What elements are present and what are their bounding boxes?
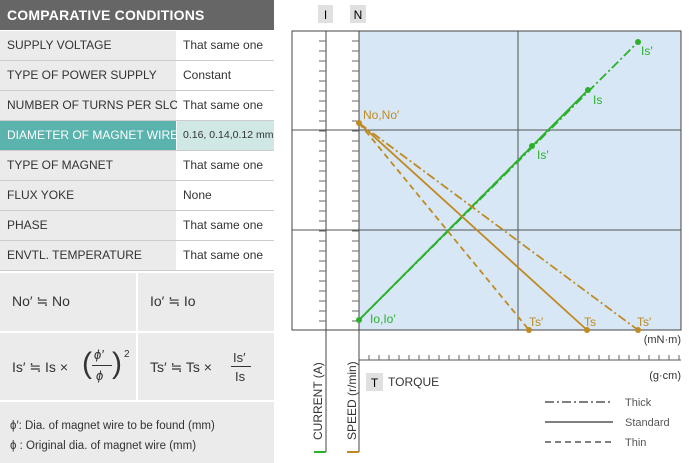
plot-area xyxy=(359,31,681,330)
condition-value: None xyxy=(177,181,274,210)
condition-label: TYPE OF MAGNET xyxy=(0,151,176,180)
legend-thick: Thick xyxy=(625,397,652,409)
condition-label: TYPE OF POWER SUPPLY xyxy=(0,61,176,90)
condition-label: FLUX YOKE xyxy=(0,181,176,210)
label-ts-standard: Ts xyxy=(584,315,596,329)
gcm-axis-ticks xyxy=(368,355,680,360)
note-phi: ϕ : Original dia. of magnet wire (mm) xyxy=(10,440,197,452)
formula-io: Io′ ≒ Io xyxy=(138,273,274,331)
badge-i-box xyxy=(318,5,333,23)
legend-thin: Thin xyxy=(625,437,646,449)
condition-value: That same one xyxy=(177,241,274,270)
formula-ts: Ts′ ≒ Ts × Is′ Is xyxy=(138,333,274,400)
row-separator xyxy=(0,120,274,121)
label-is-thin: Is′ xyxy=(537,148,549,162)
condition-row: FLUX YOKE None xyxy=(0,181,274,210)
label-io: Io,Io′ xyxy=(370,312,396,326)
label-is-thick: Is′ xyxy=(641,44,653,58)
formula-is-den: Is xyxy=(235,369,246,384)
formula-is: Is′ ≒ Is × ( ϕ′ ϕ ) 2 xyxy=(0,333,136,400)
badge-n-box xyxy=(350,5,366,23)
row-separator xyxy=(0,150,274,151)
condition-label: SUPPLY VOLTAGE xyxy=(0,31,176,60)
unit-mnm: (mN·m) xyxy=(644,334,681,346)
condition-label: ENVTL. TEMPERATURE xyxy=(0,241,176,270)
row-separator xyxy=(0,90,274,91)
formula-is-lhs: Is′ ≒ Is × xyxy=(12,359,68,375)
notes: ϕ′: Dia. of magnet wire to be found (mm)… xyxy=(0,402,274,463)
speed-line-thick xyxy=(358,122,639,331)
condition-value: Constant xyxy=(177,61,274,90)
condition-row: NUMBER OF TURNS PER SLOT That same one xyxy=(0,91,274,120)
motor-characteristics-diagram: I N No,No′ Io,Io′ Is′ Is Is′ Ts′ Ts Ts′ … xyxy=(291,5,682,453)
torque-label: TORQUE xyxy=(388,375,439,389)
formula-io-text: Io′ ≒ Io xyxy=(150,293,196,309)
speed-line-standard xyxy=(358,122,588,331)
label-is-standard: Is xyxy=(593,93,602,107)
no-point xyxy=(356,120,362,126)
badge-t-box xyxy=(366,373,383,391)
is-standard-point xyxy=(585,87,591,93)
condition-row: DIAMETER OF MAGNET WIRE 0.16, 0.14,0.12 m… xyxy=(0,121,274,150)
formula-no-text: No′ ≒ No xyxy=(12,293,70,309)
condition-value: That same one xyxy=(177,91,274,120)
condition-row: SUPPLY VOLTAGE That same one xyxy=(0,31,274,60)
conditions-title: COMPARATIVE CONDITIONS xyxy=(0,0,274,30)
speed-line-thin xyxy=(358,122,530,331)
note-phi-prime: ϕ′: Dia. of magnet wire to be found (mm) xyxy=(10,420,215,432)
label-ts-thick: Ts′ xyxy=(637,315,652,329)
formula-no: No′ ≒ No xyxy=(0,273,136,331)
condition-label: PHASE xyxy=(0,211,176,240)
formula-ts-lhs: Ts′ ≒ Ts × xyxy=(150,359,212,375)
ts-thin-point xyxy=(526,327,532,333)
condition-row: PHASE That same one xyxy=(0,211,274,240)
condition-row: TYPE OF POWER SUPPLY Constant xyxy=(0,61,274,90)
formula-is-num: Is′ xyxy=(233,350,246,365)
condition-row: TYPE OF MAGNET That same one xyxy=(0,151,274,180)
formula-ts-fraction-bar xyxy=(231,366,251,367)
current-line-thick xyxy=(358,41,639,321)
formula-exponent: 2 xyxy=(124,349,130,360)
plot-frame xyxy=(291,30,682,331)
condition-row: ENVTL. TEMPERATURE That same one xyxy=(0,241,274,270)
current-line-thin xyxy=(358,145,533,321)
formula-phi-num: ϕ′ xyxy=(94,347,104,362)
current-axis-title: CURRENT (A) xyxy=(311,362,325,440)
row-separator xyxy=(0,270,274,271)
label-ts-thin: Ts′ xyxy=(529,315,544,329)
io-point xyxy=(356,317,362,323)
comparative-conditions-panel: COMPARATIVE CONDITIONS SUPPLY VOLTAGE Tha… xyxy=(0,0,274,463)
condition-value: That same one xyxy=(177,211,274,240)
is-thin-point xyxy=(529,143,535,149)
formula-is-paren-right: ) xyxy=(112,347,122,380)
unit-gcm: (g·cm) xyxy=(649,370,681,382)
formula-phi-den: ϕ xyxy=(96,368,104,383)
row-separator xyxy=(0,240,274,241)
badge-n: N xyxy=(354,8,363,22)
condition-value: 0.16, 0.14,0.12 mm xyxy=(177,121,274,150)
ts-thick-point xyxy=(635,327,641,333)
legend-standard: Standard xyxy=(625,417,670,429)
label-no: No,No′ xyxy=(363,108,400,122)
badge-t: T xyxy=(371,376,379,390)
condition-label: DIAMETER OF MAGNET WIRE xyxy=(0,121,178,150)
row-separator xyxy=(0,60,274,61)
axis-ticks xyxy=(319,40,359,322)
ts-standard-point xyxy=(584,327,590,333)
row-separator xyxy=(0,180,274,181)
condition-value: That same one xyxy=(177,31,274,60)
badge-i: I xyxy=(324,8,327,22)
row-separator xyxy=(0,210,274,211)
is-thick-point xyxy=(635,39,641,45)
condition-value: That same one xyxy=(177,151,274,180)
formula-is-fraction-bar xyxy=(92,365,112,366)
condition-label: NUMBER OF TURNS PER SLOT xyxy=(0,91,186,120)
speed-axis-title: SPEED (r/min) xyxy=(345,361,359,440)
formula-is-paren-left: ( xyxy=(82,347,92,380)
